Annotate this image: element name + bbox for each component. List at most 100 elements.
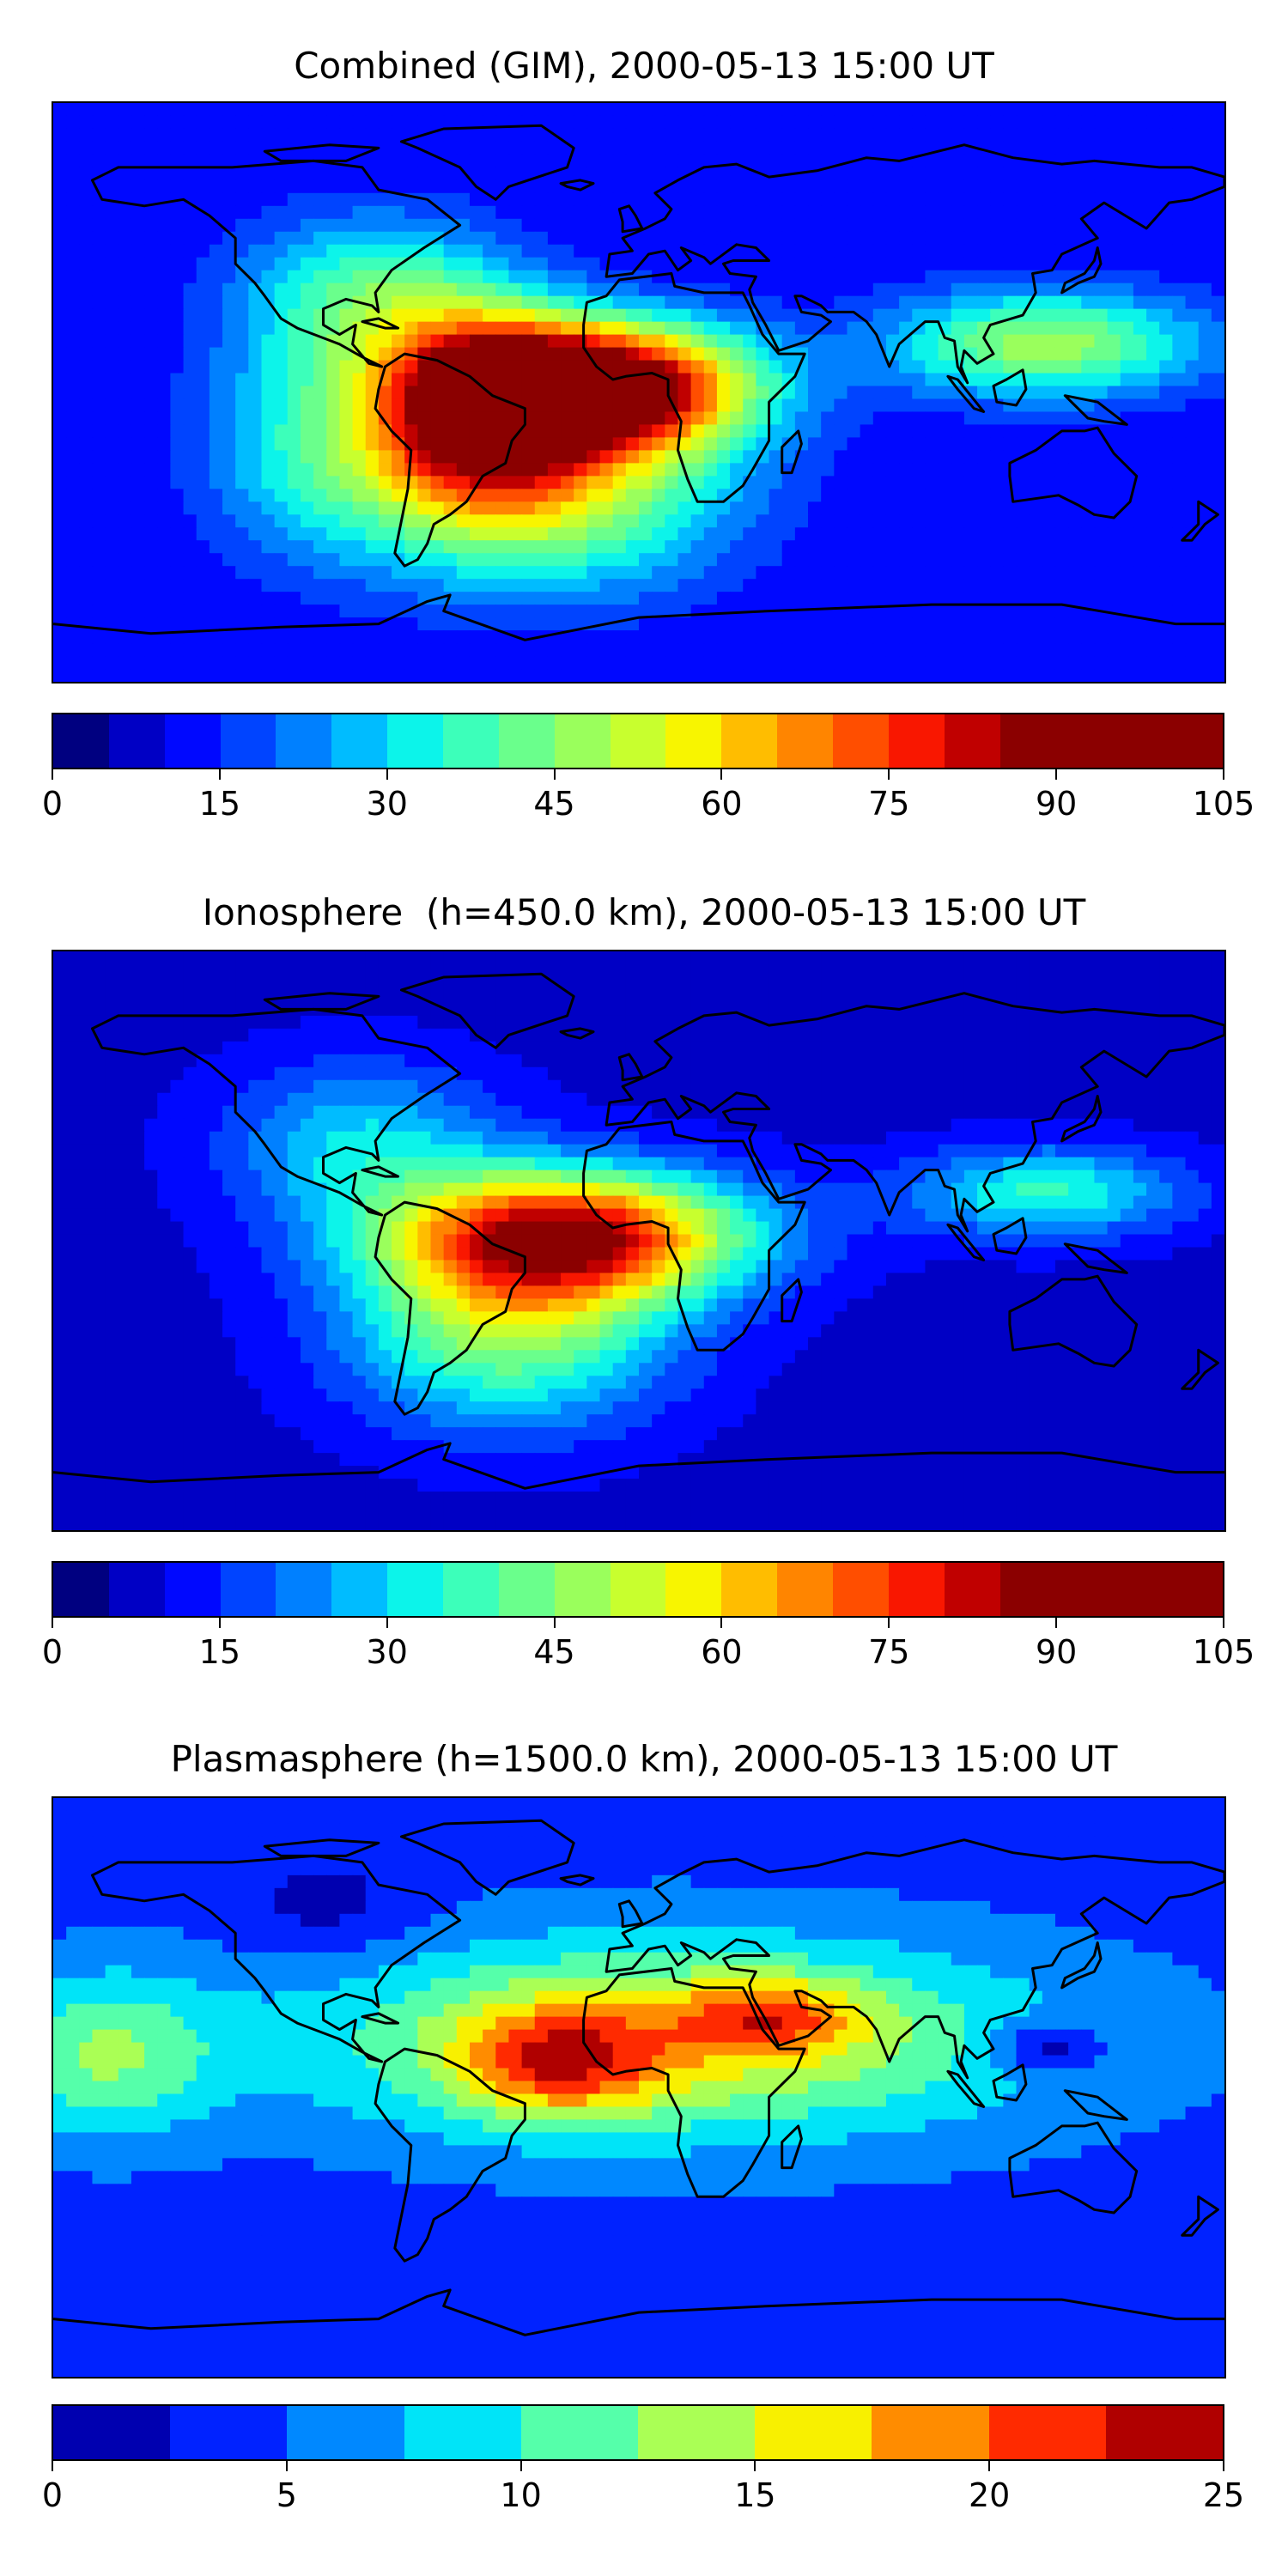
heatmap-cell — [495, 976, 510, 991]
coastline-north-america — [91, 159, 462, 368]
heatmap-cell — [105, 1015, 119, 1030]
heatmap-cell — [599, 579, 614, 592]
heatmap-cell — [547, 1066, 562, 1081]
heatmap-cell — [834, 476, 848, 489]
heatmap-cell — [261, 1015, 276, 1030]
heatmap-cell — [313, 553, 327, 567]
heatmap-cell — [483, 1002, 496, 1017]
heatmap-cell — [92, 295, 106, 310]
heatmap-cell — [209, 566, 223, 580]
heatmap-cell — [131, 1066, 145, 1081]
heatmap-cell — [1133, 386, 1147, 400]
heatmap-cell — [808, 951, 822, 965]
heatmap-cell — [1094, 347, 1109, 361]
heatmap-cell — [469, 963, 483, 978]
heatmap-cell — [834, 437, 848, 451]
heatmap-cell — [769, 283, 783, 297]
heatmap-cell — [79, 643, 94, 657]
heatmap-cell — [1159, 579, 1173, 592]
heatmap-cell — [118, 128, 132, 143]
heatmap-cell — [183, 463, 197, 477]
heatmap-cell — [794, 1015, 809, 1030]
heatmap-cell — [547, 989, 562, 1004]
heatmap-cell — [1185, 386, 1200, 400]
heatmap-cell — [951, 630, 965, 644]
heatmap-cell — [703, 617, 718, 631]
heatmap-cell — [392, 283, 405, 297]
heatmap-cell — [521, 579, 536, 592]
heatmap-cell — [951, 424, 965, 439]
heatmap-cell — [1054, 205, 1069, 220]
heatmap-cell — [652, 579, 665, 592]
heatmap-cell — [1107, 476, 1121, 489]
heatmap-cell — [417, 179, 432, 194]
heatmap-cell — [261, 514, 276, 528]
heatmap-cell — [1016, 656, 1030, 670]
heatmap-cell — [300, 501, 314, 515]
heatmap-cell — [469, 244, 483, 258]
heatmap-cell — [743, 231, 756, 246]
heatmap-cell — [508, 295, 523, 310]
heatmap-cell — [495, 231, 510, 246]
heatmap-cell — [1198, 579, 1212, 592]
heatmap-cell — [756, 669, 770, 682]
heatmap-cell — [274, 360, 289, 374]
heatmap-cell — [261, 643, 276, 657]
heatmap-cell — [899, 218, 913, 233]
heatmap-cell — [652, 540, 665, 554]
heatmap-cell — [495, 501, 510, 515]
heatmap-cell — [599, 103, 614, 117]
heatmap-cell — [469, 630, 483, 644]
heatmap-cell — [157, 463, 171, 477]
heatmap-cell — [872, 553, 887, 567]
heatmap-cell — [574, 963, 587, 978]
heatmap-cell — [1003, 283, 1018, 297]
heatmap-cell — [53, 501, 67, 515]
heatmap-cell — [781, 989, 796, 1004]
heatmap-cell — [1198, 308, 1212, 323]
heatmap-cell — [417, 643, 432, 657]
heatmap-cell — [274, 115, 289, 130]
heatmap-cell — [79, 321, 94, 336]
heatmap-cell — [885, 976, 900, 991]
heatmap-cell — [599, 424, 614, 439]
heatmap-cell — [794, 963, 809, 978]
heatmap-cell — [912, 257, 927, 271]
heatmap-cell — [92, 540, 106, 554]
heatmap-cell — [547, 437, 562, 451]
heatmap-cell — [625, 115, 640, 130]
heatmap-cell — [79, 179, 94, 194]
heatmap-cell — [574, 540, 587, 554]
heatmap-cell — [222, 360, 236, 374]
heatmap-cell — [183, 1002, 197, 1017]
heatmap-cell — [1211, 450, 1224, 464]
heatmap-cell — [885, 501, 900, 515]
heatmap-cell — [92, 128, 106, 143]
heatmap-cell — [534, 463, 549, 477]
heatmap-cell — [665, 566, 679, 580]
heatmap-cell — [131, 295, 145, 310]
heatmap-cell — [417, 669, 432, 682]
heatmap-cell — [456, 218, 471, 233]
heatmap-cell — [417, 295, 432, 310]
heatmap-cell — [300, 951, 314, 965]
colorbar-segment — [331, 714, 388, 768]
heatmap-cell — [495, 192, 510, 207]
heatmap-cell — [404, 373, 418, 387]
heatmap-cell — [730, 115, 744, 130]
heatmap-cell — [352, 270, 367, 284]
heatmap-cell — [1094, 989, 1109, 1004]
heatmap-cell — [756, 270, 770, 284]
heatmap-cell — [652, 617, 665, 631]
heatmap-cell — [977, 669, 991, 682]
heatmap-cell — [404, 321, 418, 336]
heatmap-cell — [625, 411, 640, 426]
heatmap-cell — [1016, 951, 1030, 965]
heatmap-cell — [769, 450, 783, 464]
heatmap-cell — [1068, 411, 1082, 426]
heatmap-cell — [847, 963, 861, 978]
heatmap-cell — [79, 976, 94, 991]
heatmap-cell — [612, 976, 627, 991]
heatmap-cell — [938, 566, 952, 580]
heatmap-cell — [105, 334, 119, 349]
